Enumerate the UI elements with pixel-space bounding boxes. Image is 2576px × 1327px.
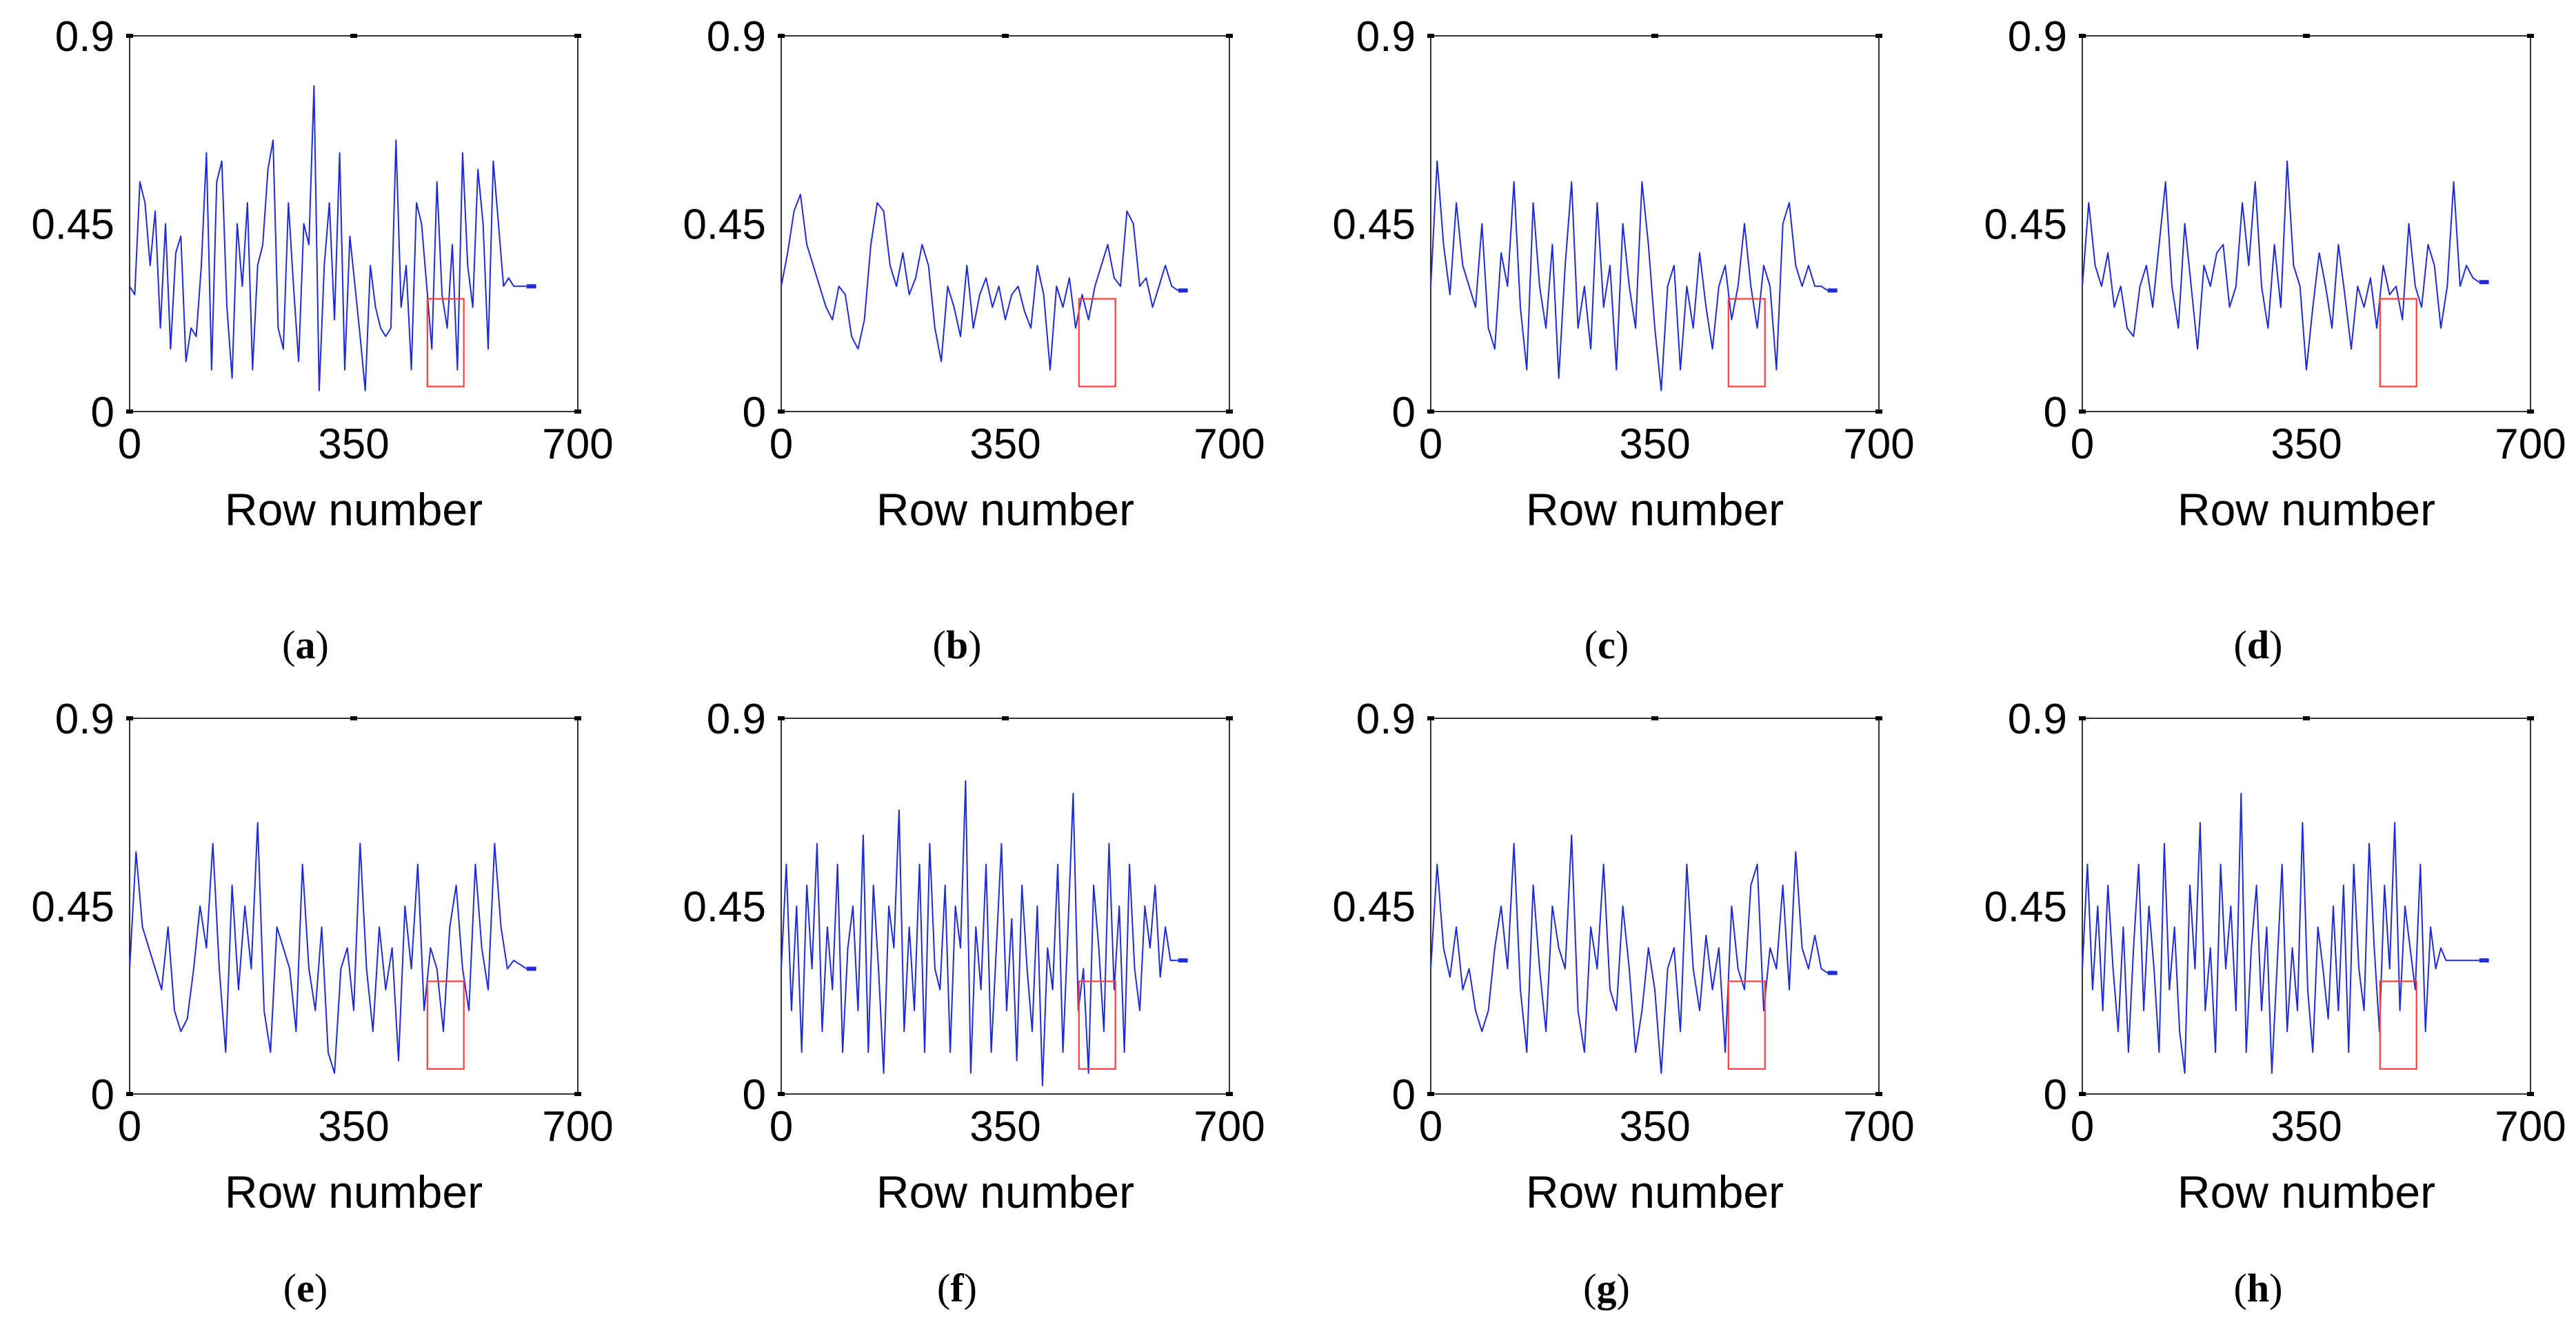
y-tick-label: 0 [91, 389, 114, 436]
y-tick-label: 0.45 [31, 201, 114, 249]
x-axis-title: Row number [2177, 484, 2435, 535]
plot-frame [1430, 35, 1880, 412]
series-line-profile [1430, 834, 1829, 1074]
panel-g: 0 0.45 0.9 0 350 700 Row number (g) [1332, 696, 1914, 1310]
x-tick-label: 0 [118, 421, 141, 468]
x-tick-label: 700 [542, 1103, 613, 1151]
x-tick-label: 350 [2271, 421, 2342, 468]
x-axis-title: Row number [876, 484, 1134, 535]
y-tick-label: 0 [2044, 389, 2067, 436]
y-tick-label: 0.45 [683, 201, 766, 249]
x-axis-title: Row number [876, 1166, 1134, 1217]
x-tick-label: 350 [969, 1103, 1040, 1151]
panel-f: 0 0.45 0.9 0 350 700 Row number (f) [683, 696, 1265, 1310]
x-axis-title: Row number [1526, 484, 1784, 535]
x-tick-label: 0 [2071, 421, 2094, 468]
series-line-profile [2082, 160, 2480, 371]
x-axis-title: Row number [2177, 1166, 2435, 1217]
x-tick-label: 0 [1419, 421, 1442, 468]
highlight-box [1727, 980, 1766, 1070]
x-tick-label: 0 [118, 1103, 141, 1151]
panel-b: 0 0.45 0.9 0 350 700 Row number (b) [683, 13, 1265, 667]
y-tick-label: 0 [1392, 389, 1416, 436]
plot-frame [2082, 35, 2531, 412]
y-tick-label: 0.45 [1984, 884, 2067, 931]
y-tick-label: 0.45 [1332, 884, 1416, 931]
plot-frame [781, 35, 1230, 412]
panel-a: 0 0.45 0.9 0 350 700 Row number (a) [31, 13, 613, 667]
series-line-profile [129, 85, 527, 392]
x-tick-label: 700 [542, 421, 613, 468]
panel-caption: (f) [937, 1266, 977, 1310]
x-tick-label: 0 [769, 1103, 793, 1151]
y-tick-label: 0.45 [1984, 201, 2067, 249]
panel-caption: (a) [282, 622, 329, 667]
y-tick-label: 0.45 [1332, 201, 1416, 249]
y-tick-label: 0.9 [2008, 13, 2067, 61]
x-tick-label: 0 [769, 421, 793, 468]
plot-frame [781, 718, 1230, 1095]
series-line-profile [129, 822, 527, 1074]
plot-frame [129, 718, 578, 1095]
highlight-box [426, 298, 465, 387]
panel-e: 0 0.45 0.9 0 350 700 Row number (e) [31, 696, 613, 1310]
x-tick-label: 350 [318, 1103, 389, 1151]
y-tick-label: 0 [743, 389, 766, 436]
x-tick-label: 0 [1419, 1103, 1442, 1151]
x-tick-label: 0 [2071, 1103, 2094, 1151]
highlight-box [426, 980, 465, 1070]
x-tick-label: 350 [318, 421, 389, 468]
panel-caption: (g) [1583, 1266, 1630, 1310]
x-tick-label: 350 [969, 421, 1040, 468]
y-tick-label: 0.9 [1356, 696, 1416, 743]
series-line-profile [1430, 160, 1829, 392]
panel-caption: (b) [933, 622, 982, 667]
y-tick-label: 0 [91, 1071, 114, 1119]
panel-caption: (c) [1584, 622, 1629, 667]
y-tick-label: 0.9 [55, 696, 114, 743]
highlight-box [2379, 298, 2417, 387]
series-line-profile [781, 780, 1178, 1086]
x-tick-label: 700 [1194, 1103, 1265, 1151]
highlight-box [1078, 298, 1116, 387]
series-line-profile [781, 194, 1179, 371]
x-tick-label: 350 [2271, 1103, 2342, 1151]
x-axis-title: Row number [225, 484, 483, 535]
panel-c: 0 0.45 0.9 0 350 700 Row number (c) [1332, 13, 1914, 667]
x-tick-label: 700 [1843, 421, 1914, 468]
x-tick-label: 700 [2495, 1103, 2566, 1151]
y-tick-label: 0 [743, 1071, 766, 1119]
panel-h: 0 0.45 0.9 0 350 700 Row number (h) [1984, 696, 2566, 1310]
x-tick-label: 350 [1619, 1103, 1690, 1151]
y-tick-label: 0 [2044, 1071, 2067, 1119]
panel-d: 0 0.45 0.9 0 350 700 Row number (d) [1984, 13, 2566, 667]
panel-caption: (d) [2234, 622, 2283, 667]
y-tick-label: 0.45 [683, 884, 766, 931]
highlight-box [1078, 980, 1116, 1070]
x-tick-label: 350 [1619, 421, 1690, 468]
y-tick-label: 0.45 [31, 884, 114, 931]
plot-frame [129, 35, 578, 412]
highlight-box [1727, 298, 1766, 387]
highlight-box [2379, 980, 2417, 1070]
plot-frame [1430, 718, 1880, 1095]
x-tick-label: 700 [1194, 421, 1265, 468]
y-tick-label: 0.9 [2008, 696, 2067, 743]
panel-caption: (h) [2234, 1266, 2283, 1310]
x-axis-title: Row number [225, 1166, 483, 1217]
y-tick-label: 0.9 [707, 13, 766, 61]
y-tick-label: 0.9 [55, 13, 114, 61]
panel-caption: (e) [283, 1266, 328, 1310]
y-tick-label: 0.9 [1356, 13, 1416, 61]
x-axis-title: Row number [1526, 1166, 1784, 1217]
y-tick-label: 0.9 [707, 696, 766, 743]
x-tick-label: 700 [2495, 421, 2566, 468]
x-tick-label: 700 [1843, 1103, 1914, 1151]
series-line-profile [2082, 793, 2479, 1074]
y-tick-label: 0 [1392, 1071, 1416, 1119]
